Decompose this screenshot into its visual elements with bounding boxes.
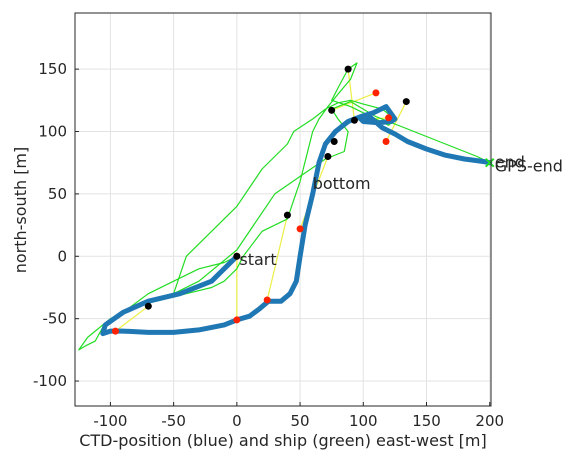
link-line [385, 101, 407, 142]
ctd-marker [233, 316, 241, 324]
x-tick-label: -100 [93, 412, 127, 430]
plot-area [75, 13, 491, 406]
x-axis-label: CTD-position (blue) and ship (green) eas… [79, 431, 487, 450]
annotation-gps-end: GPS-end [495, 156, 563, 175]
x-tick-label: 0 [232, 412, 242, 430]
ship-marker [324, 152, 332, 160]
y-tick-label: 0 [57, 247, 67, 265]
y-tick-label: 50 [48, 185, 67, 203]
annotation-start: start [239, 250, 276, 269]
link-line [347, 69, 356, 121]
annotation-end: end [495, 153, 525, 172]
ctd-marker [385, 114, 393, 122]
ctd-marker [382, 138, 390, 146]
ctd-marker [296, 225, 304, 233]
ship-marker [233, 252, 241, 260]
x-tick-label: -50 [161, 412, 186, 430]
markers [111, 65, 495, 335]
x-tick-label: 200 [475, 412, 504, 430]
x-tick-label: 100 [349, 412, 378, 430]
link-line [115, 305, 149, 332]
ship-marker [402, 98, 410, 106]
y-tick-label: -100 [33, 372, 67, 390]
ship-marker [283, 211, 291, 219]
y-tick-label: -50 [43, 310, 68, 328]
ctd-marker [111, 327, 119, 335]
ship-marker [328, 106, 336, 114]
ship-marker [330, 138, 338, 146]
link-line [266, 214, 289, 301]
grid [75, 13, 491, 406]
y-tick-label: 100 [38, 123, 67, 141]
ship-marker [344, 65, 352, 73]
ship-marker [350, 116, 358, 124]
end-marker [485, 158, 495, 168]
ship-marker [144, 302, 152, 310]
ctd-marker [372, 89, 380, 97]
x-tick-label: 50 [291, 412, 310, 430]
annotation-bottom: bottom [313, 174, 371, 193]
y-axis-label: north-south [m] [11, 147, 30, 274]
ticks: -100 -50 0 50 100 150 200 -100 -50 0 50 100 150 [33, 60, 504, 430]
x-tick-label: 150 [412, 412, 441, 430]
y-tick-label: 150 [38, 60, 67, 78]
plot-frame [74, 12, 492, 407]
ctd-marker [263, 296, 271, 304]
